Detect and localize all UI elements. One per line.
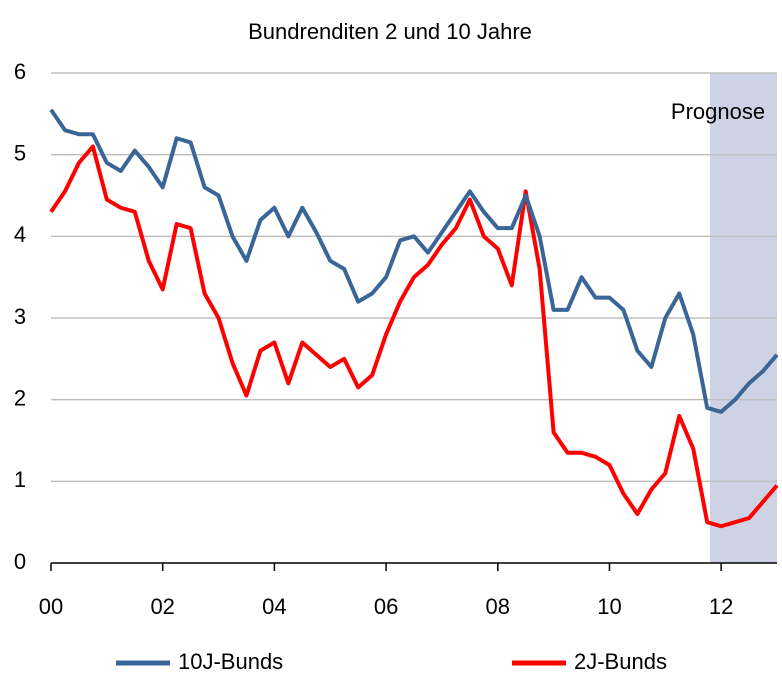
forecast-label: Prognose [671,99,765,124]
y-tick-label: 3 [14,304,26,329]
y-tick-label: 6 [14,59,26,84]
x-tick-label: 02 [150,594,174,619]
legend-label: 2J-Bunds [574,649,667,674]
x-tick-label: 06 [374,594,398,619]
chart-title: Bundrenditen 2 und 10 Jahre [248,19,532,44]
y-tick-label: 4 [14,222,26,247]
x-tick-label: 00 [39,594,63,619]
legend-label: 10J-Bunds [178,649,283,674]
x-tick-label: 10 [597,594,621,619]
x-tick-label: 08 [486,594,510,619]
series-line [49,108,779,414]
y-tick-label: 2 [14,385,26,410]
x-tick-label: 12 [709,594,733,619]
y-tick-label: 1 [14,467,26,492]
y-tick-label: 0 [14,549,26,574]
x-tick-label: 04 [262,594,286,619]
y-tick-label: 5 [14,140,26,165]
series-line [49,144,779,529]
